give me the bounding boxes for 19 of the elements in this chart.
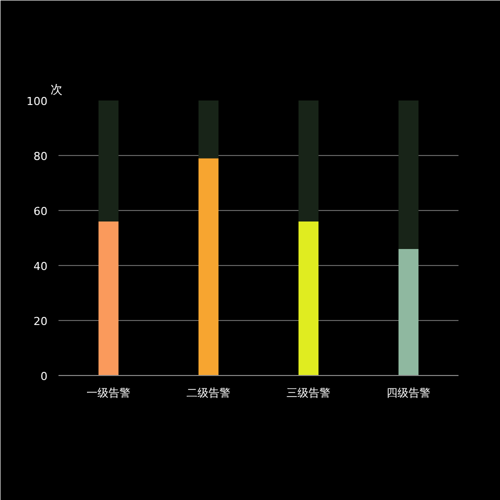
y-tick-label: 80	[34, 150, 48, 163]
y-tick-label: 40	[34, 260, 48, 273]
bar	[198, 158, 218, 376]
bar	[198, 100, 218, 158]
bar	[298, 100, 318, 222]
y-axis-title: 次	[50, 82, 62, 96]
bar	[298, 222, 318, 376]
x-tick-label: 一级告警	[86, 386, 130, 400]
bar	[98, 222, 118, 376]
bar	[398, 249, 418, 376]
y-tick-label: 100	[26, 95, 48, 108]
x-tick-label: 三级告警	[286, 386, 330, 400]
x-tick-label: 四级告警	[386, 386, 430, 400]
y-tick-label: 60	[34, 205, 48, 218]
y-tick-label: 0	[40, 370, 48, 383]
bar	[398, 100, 418, 249]
x-tick-label: 二级告警	[186, 386, 230, 400]
y-tick-label: 20	[34, 315, 48, 328]
bar	[98, 100, 118, 222]
